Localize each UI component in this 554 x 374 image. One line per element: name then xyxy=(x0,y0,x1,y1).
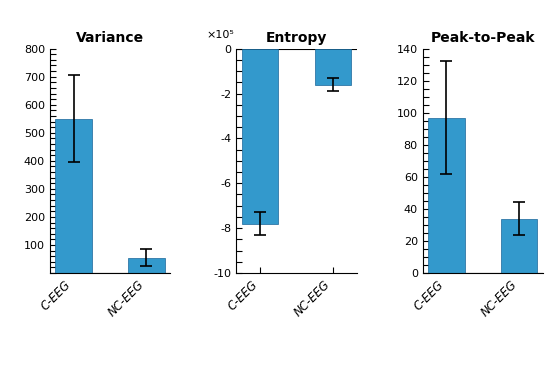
Bar xyxy=(55,119,92,273)
Title: Entropy: Entropy xyxy=(266,31,327,45)
Bar xyxy=(501,218,537,273)
Bar xyxy=(315,49,351,85)
Bar xyxy=(428,117,465,273)
Bar xyxy=(128,258,165,273)
Title: Peak-to-Peak: Peak-to-Peak xyxy=(430,31,535,45)
Text: ×10⁵: ×10⁵ xyxy=(206,30,234,40)
Title: Variance: Variance xyxy=(76,31,144,45)
Bar xyxy=(242,49,278,224)
